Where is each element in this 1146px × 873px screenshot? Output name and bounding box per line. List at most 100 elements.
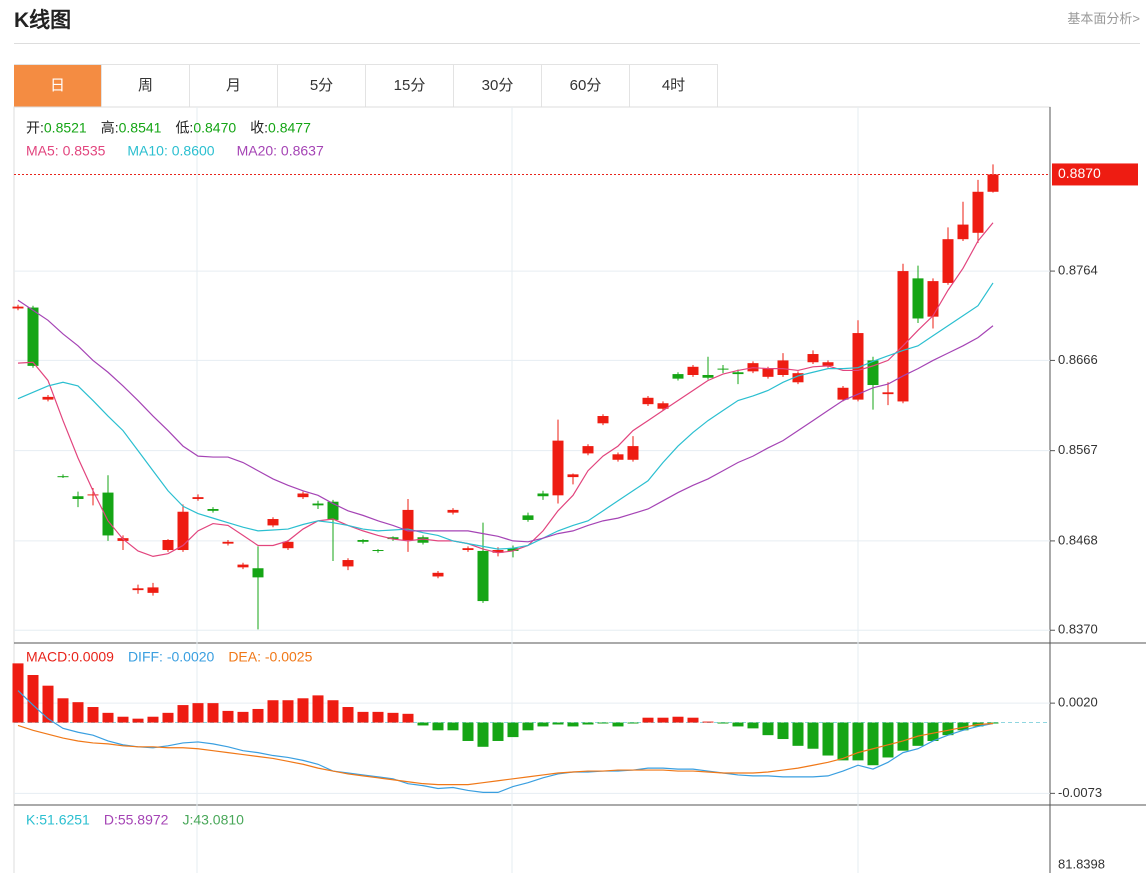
candle-body (627, 446, 639, 460)
y-tick-label: 0.8764 (1058, 263, 1098, 278)
macd-bar (702, 721, 714, 723)
period-tab[interactable]: 周 (102, 65, 190, 107)
macd-bar (717, 722, 729, 724)
macd-legend: DEA: -0.0025 (228, 649, 312, 665)
macd-bar (102, 712, 114, 723)
macd-bar (432, 722, 444, 731)
macd-bar (552, 722, 564, 725)
macd-bar (492, 722, 504, 741)
macd-bar (297, 698, 309, 723)
macd-bar (807, 722, 819, 749)
candle-body (477, 550, 489, 602)
period-tab[interactable]: 15分 (366, 65, 454, 107)
candle-body (552, 440, 564, 496)
ma-legend: MA5: 0.8535 (26, 143, 106, 159)
candle-body (882, 392, 894, 395)
candle-body (927, 281, 939, 317)
macd-bar (537, 722, 549, 727)
indicator-line (17, 722, 994, 786)
macd-bar (522, 722, 534, 731)
candle-body (957, 224, 969, 240)
macd-bar (882, 722, 894, 758)
candle-body (462, 548, 474, 551)
macd-bar (42, 685, 54, 723)
macd-bar (72, 702, 84, 723)
macd-bar (312, 695, 324, 723)
macd-bar (612, 722, 624, 727)
macd-bar (177, 705, 189, 723)
macd-bar (387, 712, 399, 723)
period-tab[interactable]: 4时 (630, 65, 718, 107)
macd-bar (672, 716, 684, 723)
macd-bar (987, 722, 999, 724)
ohlc-value: 0.8477 (268, 120, 311, 136)
candle-body (87, 494, 99, 496)
candle-body (942, 239, 954, 283)
macd-bar (222, 710, 234, 723)
candle-body (102, 492, 114, 536)
y-tick-label: -0.0073 (1058, 785, 1102, 800)
macd-bar (402, 713, 414, 723)
macd-bar (837, 722, 849, 761)
fundamental-link[interactable]: 基本面分析> (1067, 11, 1140, 26)
macd-bar (732, 722, 744, 727)
y-tick-label: 81.8398 (1058, 856, 1105, 871)
macd-bar (627, 722, 639, 724)
period-tab[interactable]: 30分 (454, 65, 542, 107)
candle-body (327, 501, 339, 520)
candle-body (342, 560, 354, 567)
macd-bar (597, 722, 609, 724)
macd-bar (927, 722, 939, 741)
ma-legend: MA10: 0.8600 (127, 143, 214, 159)
macd-bar (897, 722, 909, 751)
y-tick-label: 0.8370 (1058, 622, 1098, 637)
macd-bar (582, 722, 594, 725)
candle-body (432, 572, 444, 577)
candle-body (237, 564, 249, 568)
macd-bar (447, 722, 459, 731)
period-tab[interactable]: 60分 (542, 65, 630, 107)
ohlc-label: 低: (175, 120, 193, 136)
macd-legend: MACD:0.0009 (26, 649, 114, 665)
kdj-legend: J:43.0810 (182, 812, 244, 828)
candle-body (282, 541, 294, 549)
macd-bar (132, 718, 144, 723)
macd-bar (147, 716, 159, 723)
period-tab[interactable]: 日 (14, 65, 102, 107)
macd-bar (852, 722, 864, 761)
candle-body (867, 360, 879, 386)
candle-body (732, 372, 744, 375)
candle-body (702, 375, 714, 378)
candle-body (312, 503, 324, 506)
candle-body (252, 568, 264, 578)
macd-bar (372, 711, 384, 723)
period-tab[interactable]: 月 (190, 65, 278, 107)
macd-legend: DIFF: -0.0020 (128, 649, 215, 665)
ohlc-label: 开: (26, 120, 44, 136)
candle-body (267, 519, 279, 526)
y-tick-label: 0.8567 (1058, 442, 1098, 457)
period-tabs: 日周月 5分 15分 30分 60分 4时 (14, 64, 718, 108)
candle-body (597, 416, 609, 424)
macd-bar (567, 722, 579, 727)
indicator-line (17, 282, 994, 550)
candle-body (387, 537, 399, 540)
last-price-label: 0.8870 (1058, 165, 1101, 181)
ohlc-label: 高: (101, 120, 119, 136)
candle-body (297, 493, 309, 498)
y-tick-label: 0.8666 (1058, 352, 1098, 367)
candle-body (72, 496, 84, 499)
y-tick-label: 0.8468 (1058, 532, 1098, 547)
candle-body (177, 511, 189, 551)
candle-body (522, 515, 534, 520)
macd-bar (87, 707, 99, 723)
candle-body (987, 174, 999, 192)
macd-bar (747, 722, 759, 729)
candle-body (642, 397, 654, 405)
candle-body (657, 403, 669, 409)
candle-body (192, 497, 204, 499)
candle-body (537, 493, 549, 497)
candle-body (417, 537, 429, 543)
period-tab[interactable]: 5分 (278, 65, 366, 107)
